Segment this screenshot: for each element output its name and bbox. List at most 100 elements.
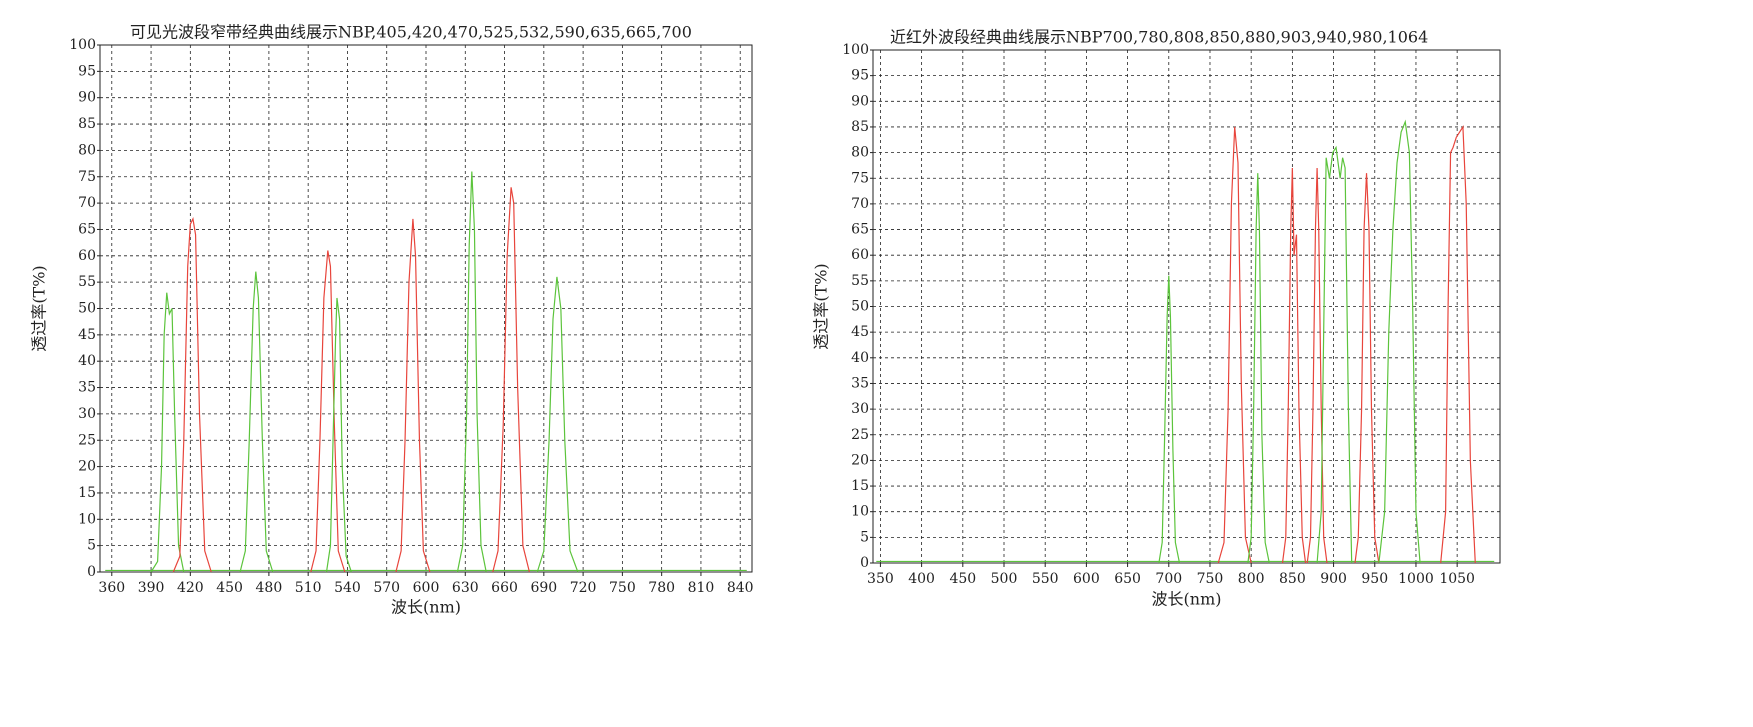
x-tick-label: 500: [991, 571, 1018, 587]
x-tick-label: 390: [138, 580, 165, 596]
curve: [1281, 167, 1307, 564]
y-tick-label: 55: [851, 273, 869, 289]
curve: [492, 187, 531, 573]
x-tick-label: 840: [727, 580, 754, 596]
y-axis-label: 透过率(T%): [30, 265, 49, 351]
plot-frame: [99, 44, 753, 573]
y-tick-label: 55: [78, 274, 96, 290]
y-tick-label: 75: [78, 169, 96, 185]
y-tick-label: 80: [78, 142, 96, 158]
y-tick-label: 50: [851, 299, 869, 315]
x-tick-label: 630: [452, 580, 479, 596]
y-tick-label: 20: [78, 459, 96, 475]
y-tick-label: 40: [851, 350, 869, 366]
x-tick-label: 450: [949, 571, 976, 587]
curve: [1354, 173, 1380, 564]
x-tick-label: 950: [1361, 571, 1388, 587]
curve: [1158, 275, 1181, 564]
curve: [239, 271, 274, 573]
y-tick-label: 25: [851, 427, 869, 443]
y-tick-label: 5: [860, 529, 869, 545]
x-tick-label: 720: [570, 580, 597, 596]
y-tick-label: 0: [87, 564, 96, 580]
y-tick-label: 35: [851, 375, 869, 391]
x-tick-label: 690: [530, 580, 557, 596]
x-tick-label: 360: [98, 580, 125, 596]
y-tick-label: 0: [860, 555, 869, 571]
x-tick-label: 1000: [1398, 571, 1434, 587]
y-tick-label: 80: [851, 145, 869, 161]
x-tick-label: 540: [334, 580, 361, 596]
y-tick-label: 30: [851, 401, 869, 417]
y-tick-label: 30: [78, 406, 96, 422]
y-tick-label: 70: [78, 195, 96, 211]
curve: [456, 171, 487, 573]
x-tick-label: 550: [1032, 571, 1059, 587]
x-tick-label: 510: [295, 580, 322, 596]
y-tick-label: 20: [851, 452, 869, 468]
y-tick-label: 85: [851, 119, 869, 135]
y-tick-label: 65: [851, 222, 869, 238]
x-tick-label: 420: [177, 580, 204, 596]
x-tick-label: 480: [256, 580, 283, 596]
curve: [1306, 167, 1328, 564]
y-tick-label: 65: [78, 221, 96, 237]
y-tick-label: 90: [78, 90, 96, 106]
y-tick-label: 15: [78, 485, 96, 501]
x-tick-label: 650: [1114, 571, 1141, 587]
x-tick-label: 1050: [1439, 571, 1475, 587]
y-tick-label: 95: [851, 68, 869, 84]
curve: [1440, 125, 1476, 564]
curve: [1247, 173, 1270, 564]
y-tick-label: 25: [78, 432, 96, 448]
y-axis-label: 透过率(T%): [812, 263, 831, 349]
y-tick-label: 35: [78, 380, 96, 396]
x-tick-label: 800: [1238, 571, 1265, 587]
y-tick-label: 100: [842, 42, 869, 58]
y-tick-label: 50: [78, 301, 96, 317]
chart-title: 近红外波段经典曲线展示NBP700,780,808,850,880,903,94…: [890, 28, 1428, 47]
curve: [325, 297, 352, 573]
x-tick-label: 600: [413, 580, 440, 596]
x-tick-label: 350: [867, 571, 894, 587]
y-tick-label: 60: [851, 247, 869, 263]
x-tick-label: 750: [609, 580, 636, 596]
x-tick-label: 750: [1197, 571, 1224, 587]
curve: [1316, 145, 1353, 564]
y-tick-label: 60: [78, 248, 96, 264]
y-tick-label: 100: [69, 37, 96, 53]
y-tick-label: 40: [78, 353, 96, 369]
curve: [536, 276, 579, 573]
curve: [150, 292, 185, 573]
y-tick-label: 15: [851, 478, 869, 494]
x-tick-label: 600: [1073, 571, 1100, 587]
x-tick-label: 570: [373, 580, 400, 596]
x-tick-label: 400: [908, 571, 935, 587]
y-tick-label: 70: [851, 196, 869, 212]
curve: [1217, 126, 1252, 564]
y-tick-label: 75: [851, 170, 869, 186]
x-tick-label: 850: [1279, 571, 1306, 587]
x-axis-label: 波长(nm): [1152, 590, 1222, 609]
x-axis-label: 波长(nm): [391, 598, 461, 617]
curve: [395, 218, 431, 573]
y-tick-label: 95: [78, 63, 96, 79]
y-tick-label: 45: [78, 327, 96, 343]
y-tick-label: 10: [78, 511, 96, 527]
curve: [172, 216, 212, 573]
y-tick-label: 5: [87, 538, 96, 554]
y-tick-label: 90: [851, 93, 869, 109]
y-tick-label: 85: [78, 116, 96, 132]
x-tick-label: 700: [1155, 571, 1182, 587]
plot-frame: [872, 49, 1501, 564]
y-tick-label: 45: [851, 324, 869, 340]
curve: [1378, 119, 1421, 564]
x-tick-label: 810: [688, 580, 715, 596]
x-tick-label: 780: [648, 580, 675, 596]
curve: [310, 250, 346, 573]
x-tick-label: 660: [491, 580, 518, 596]
x-tick-label: 900: [1320, 571, 1347, 587]
x-tick-label: 450: [216, 580, 243, 596]
chart-title: 可见光波段窄带经典曲线展示NBP,405,420,470,525,532,590…: [130, 23, 692, 42]
